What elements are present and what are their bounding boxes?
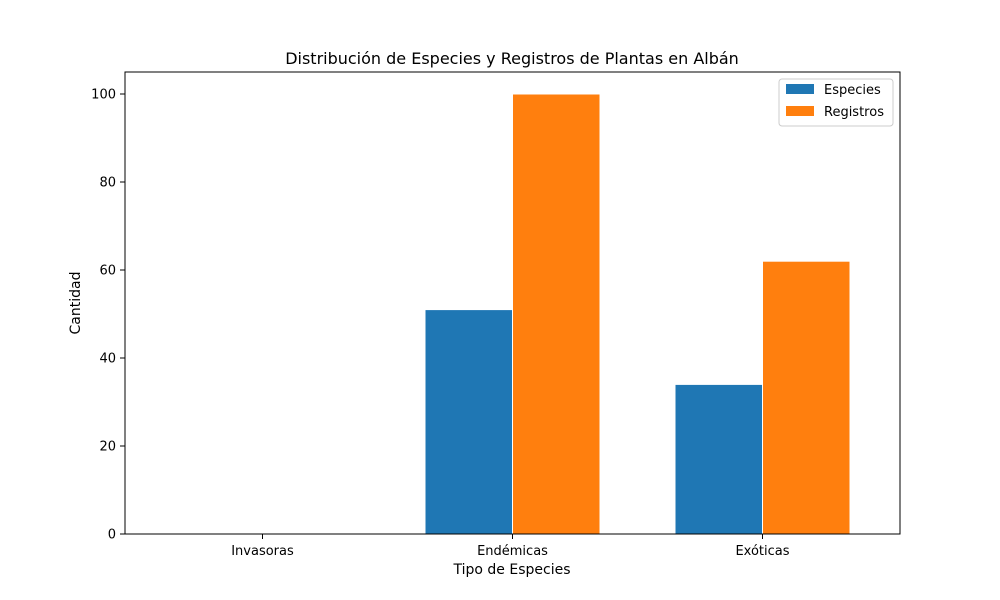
x-tick-label: Invasoras [231, 544, 294, 559]
y-tick-label: 40 [99, 352, 116, 367]
legend-label-registros: Registros [824, 105, 884, 120]
bar-especies-1 [424, 309, 513, 535]
y-tick-label: 100 [91, 88, 116, 103]
y-axis: 0 20 40 60 80 100 [91, 88, 125, 543]
x-tick-label: Exóticas [735, 544, 789, 559]
y-axis-label: Cantidad [68, 272, 84, 335]
y-tick-label: 20 [99, 440, 116, 455]
legend-label-especies: Especies [824, 83, 881, 98]
bar-especies-2 [674, 383, 763, 535]
y-tick-label: 0 [108, 528, 116, 543]
x-axis: Invasoras Endémicas Exóticas [231, 534, 790, 559]
legend-swatch-especies [786, 84, 814, 94]
x-axis-label: Tipo de Especies [453, 562, 571, 578]
bars-layer [424, 93, 851, 535]
y-tick-label: 60 [99, 264, 116, 279]
chart-title: Distribución de Especies y Registros de … [285, 49, 739, 68]
bar-registros-2 [762, 260, 851, 535]
legend-swatch-registros [786, 106, 814, 116]
bar-registros-1 [512, 93, 601, 535]
y-tick-label: 80 [99, 176, 116, 191]
x-tick-label: Endémicas [477, 544, 548, 559]
legend: Especies Registros [778, 78, 894, 127]
